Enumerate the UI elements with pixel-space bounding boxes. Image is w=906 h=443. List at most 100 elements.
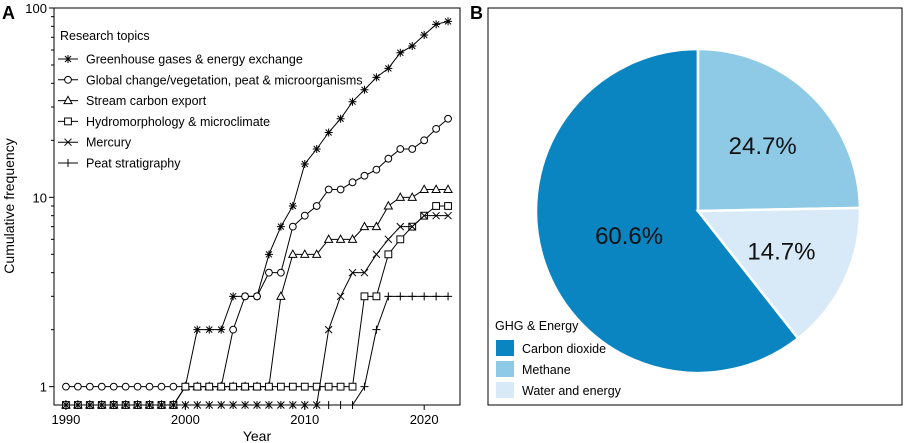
data-point: [229, 292, 238, 301]
data-point: [360, 382, 369, 391]
data-point: [312, 144, 321, 153]
data-point: [384, 154, 393, 163]
data-point: [205, 382, 214, 391]
data-point: [336, 114, 345, 123]
legend-swatch: [496, 382, 514, 398]
data-point: [432, 292, 441, 301]
data-point: [253, 292, 261, 301]
legend-title: Research topics: [60, 29, 150, 43]
data-point: [241, 401, 250, 409]
x-axis-title: Year: [243, 428, 272, 443]
pie-slice: [696, 47, 862, 213]
data-point: [193, 325, 202, 334]
panel-b-letter: B: [470, 3, 483, 23]
data-point: [253, 382, 261, 391]
legend-marker: [64, 159, 72, 167]
data-point: [420, 136, 429, 145]
data-point: [241, 382, 249, 391]
data-point: [276, 401, 285, 409]
pie-slice: [695, 206, 862, 341]
pie-legend-item: Water and energy: [496, 382, 622, 398]
series-4: [62, 211, 452, 409]
data-point: [348, 268, 357, 277]
data-point: [265, 268, 273, 277]
legend: Research topics Greenhouse gases & energ…: [58, 29, 363, 171]
pie-percent-label: 24.7%: [729, 133, 797, 160]
data-point: [419, 184, 430, 193]
pie-legend-title: GHG & Energy: [495, 319, 579, 333]
legend-marker: [64, 75, 72, 84]
data-point: [276, 382, 285, 391]
data-point: [169, 401, 178, 409]
data-point: [229, 382, 238, 391]
data-point: [444, 114, 452, 123]
data-point: [432, 211, 440, 220]
pie-legend-label: Water and energy: [522, 384, 622, 398]
data-point: [348, 401, 357, 409]
data-point: [384, 250, 393, 259]
data-point: [145, 401, 154, 409]
legend-item: Hydromorphology & microclimate: [58, 115, 270, 129]
data-point: [372, 165, 381, 174]
data-point: [264, 401, 273, 409]
data-point: [444, 292, 453, 301]
data-point: [432, 124, 441, 133]
data-point: [443, 184, 453, 193]
legend-swatch: [496, 340, 514, 356]
data-point: [193, 401, 202, 409]
legend-label: Peat stratigraphy: [86, 157, 181, 171]
data-point: [300, 382, 309, 391]
pie-legend-label: Methane: [522, 363, 571, 377]
x-tick-label: 2010: [290, 412, 319, 427]
data-point: [241, 292, 249, 301]
x-tick-label: 2000: [171, 412, 200, 427]
legend-label: Global change/vegetation, peat & microor…: [86, 73, 363, 87]
legend-label: Mercury: [86, 136, 132, 150]
data-point: [205, 401, 214, 409]
data-point: [229, 325, 238, 334]
data-point: [372, 292, 381, 301]
data-point: [300, 159, 309, 168]
x-tick-label: 2020: [410, 412, 439, 427]
data-point: [287, 249, 298, 258]
data-point: [336, 292, 345, 301]
pie: 60.6% 24.7% 14.7%: [534, 47, 862, 375]
data-point: [372, 73, 381, 82]
data-point: [288, 401, 297, 409]
data-point: [360, 85, 369, 94]
y-tick-label: 100: [25, 1, 47, 16]
pie-legend-item: Methane: [496, 361, 571, 377]
data-point: [408, 41, 417, 50]
data-point: [288, 222, 297, 231]
data-point: [85, 382, 94, 391]
data-point: [396, 145, 405, 153]
pie-legend-label: Carbon dioxide: [522, 342, 606, 356]
data-point: [265, 382, 273, 391]
data-point: [324, 382, 333, 391]
data-point: [407, 192, 418, 201]
pie-legend-item: Carbon dioxide: [496, 340, 606, 356]
data-point: [73, 382, 82, 391]
legend-item: Global change/vegetation, peat & microor…: [58, 73, 363, 87]
data-point: [384, 235, 393, 244]
data-point: [85, 401, 94, 409]
legend-marker: [64, 138, 72, 147]
data-point: [276, 291, 286, 300]
data-point: [253, 401, 261, 409]
data-point: [336, 185, 345, 194]
data-point: [408, 292, 417, 301]
data-point: [97, 382, 106, 391]
data-point: [121, 401, 130, 409]
data-point: [157, 401, 166, 409]
data-point: [347, 234, 358, 243]
data-point: [348, 97, 357, 106]
data-point: [383, 200, 394, 210]
data-point: [336, 401, 345, 409]
x-tick-label: 1990: [51, 412, 80, 427]
data-point: [217, 401, 226, 409]
data-point: [181, 382, 190, 391]
data-point: [396, 235, 405, 244]
data-point: [181, 401, 190, 409]
data-point: [384, 292, 393, 301]
